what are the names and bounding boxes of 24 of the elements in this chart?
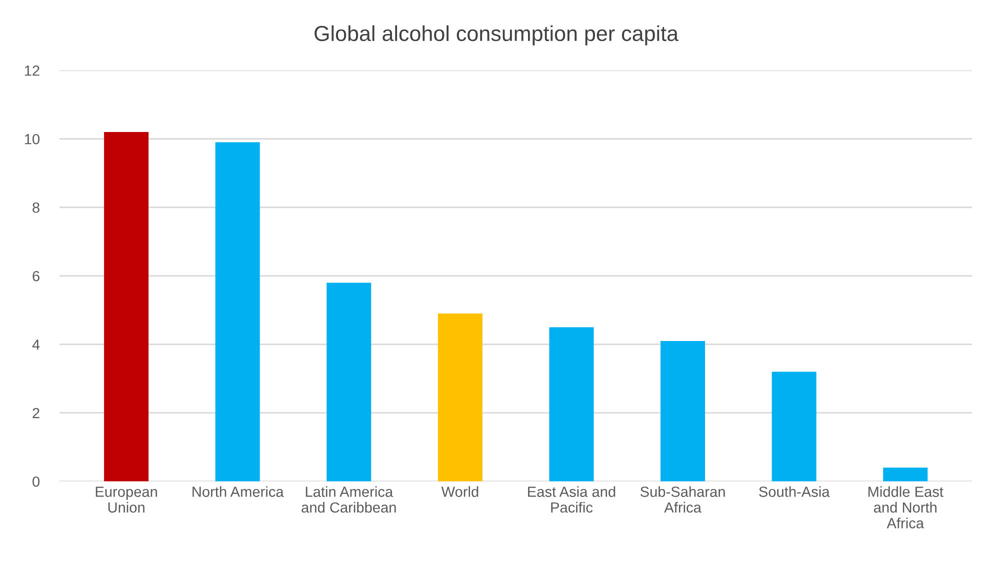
- y-tick-label: 10: [24, 134, 40, 144]
- x-tick-label: North America: [192, 486, 284, 497]
- chart-title: Global alcohol consumption per capita: [314, 25, 679, 46]
- x-tick-label: Latin America and Caribbean: [302, 486, 396, 513]
- bar: [438, 314, 482, 482]
- bar: [772, 372, 816, 482]
- x-tick-label: Middle East and North Africa: [868, 486, 944, 528]
- y-tick-label: 12: [24, 65, 40, 76]
- bar: [326, 282, 372, 482]
- x-tick-label: South-Asia: [759, 486, 830, 497]
- x-tick-label: European Union: [96, 486, 157, 513]
- x-tick-label: East Asia and Pacific: [528, 486, 616, 513]
- x-tick-label: Sub-Saharan Africa: [640, 486, 725, 513]
- y-tick-label: 8: [32, 202, 40, 213]
- bar: [660, 340, 706, 482]
- bar: [104, 132, 149, 482]
- y-tick-label: 2: [32, 408, 40, 418]
- bar: [883, 468, 928, 482]
- y-tick-label: 6: [32, 270, 40, 282]
- bar: [549, 327, 594, 482]
- bar: [215, 142, 260, 482]
- x-tick-label: World: [441, 486, 478, 497]
- y-tick-label: 0: [32, 476, 40, 487]
- y-tick-label: 4: [32, 340, 40, 350]
